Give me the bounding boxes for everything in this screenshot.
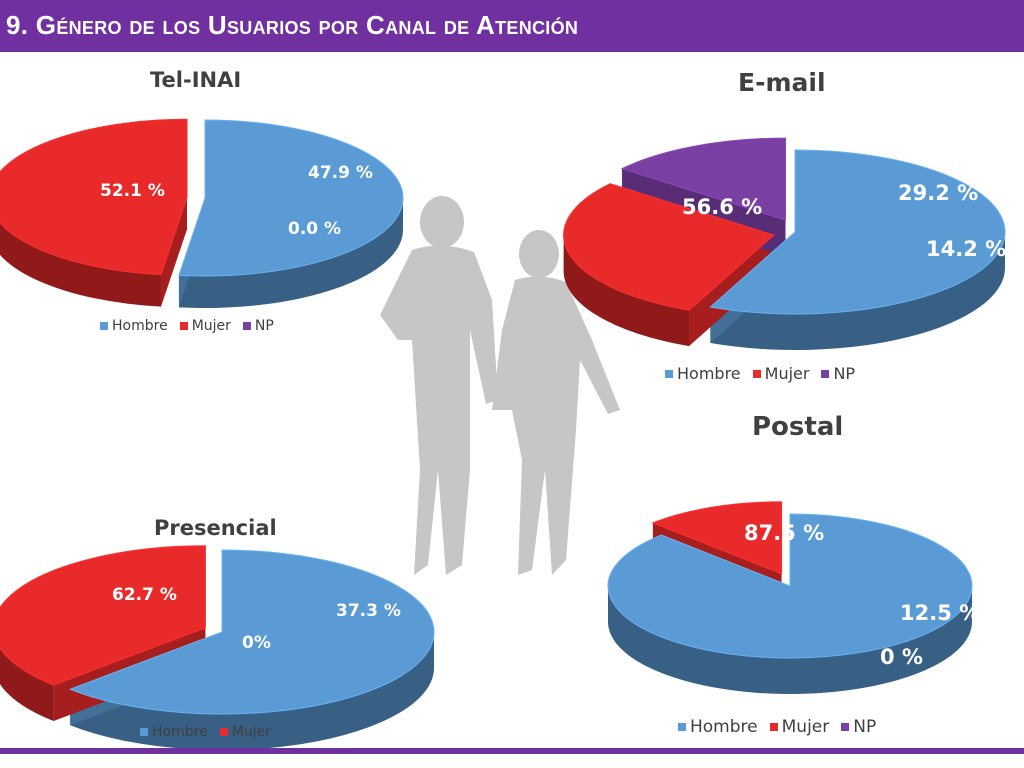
legend-label: Mujer	[231, 724, 271, 740]
pie-wall-hombre	[710, 232, 1005, 350]
legend-swatch	[752, 369, 761, 378]
pie-slice-hombre	[709, 149, 1006, 315]
legend-item-hombre: Hombre	[678, 717, 758, 737]
legend-swatch	[841, 723, 850, 731]
legend-presencial: Hombre Mujer	[140, 724, 271, 740]
data-label-np: 0.0 %	[288, 219, 341, 239]
legend-item-np: NP	[821, 364, 855, 383]
data-label-hombre: 52.1 %	[100, 181, 165, 201]
legend-swatch	[100, 322, 108, 330]
pie-wall-hombre	[70, 632, 434, 750]
pie-slice-hombre	[68, 549, 435, 715]
legend-swatch	[769, 723, 778, 731]
chart-title-tel-inai: Tel-INAI	[150, 68, 242, 92]
legend-label: Mujer	[764, 364, 810, 383]
data-label-mujer: 47.9 %	[308, 163, 373, 183]
chart-title-email: E-mail	[738, 68, 826, 97]
legend-label: NP	[254, 318, 274, 334]
pie-slice-mujer	[0, 545, 206, 686]
legend-label: Mujer	[781, 717, 830, 737]
pie-chart-3: 87.5 % 12.5 % 0 %	[607, 501, 980, 694]
legend-item-hombre: Hombre	[140, 724, 208, 740]
legend-swatch	[219, 728, 228, 736]
couple-silhouette-icon	[380, 196, 620, 576]
data-label-np: 14.2 %	[926, 237, 1006, 261]
legend-swatch	[242, 322, 251, 330]
legend-label: NP	[853, 717, 877, 737]
pie-cut-mujer	[160, 197, 188, 307]
pie-chart-0: 52.1 % 47.9 % 0.0 %	[0, 118, 404, 308]
legend-item-mujer: Mujer	[769, 717, 830, 737]
data-label-hombre: 87.5 %	[744, 521, 824, 545]
chart-title-presencial: Presencial	[154, 516, 277, 540]
header-bar: 9. Género de los Usuarios por Canal de A…	[0, 0, 1024, 52]
data-label-mujer: 29.2 %	[898, 181, 978, 205]
pie-slice-mujer	[651, 501, 783, 575]
legend-label: Hombre	[112, 318, 168, 334]
legend-item-hombre: Hombre	[100, 318, 168, 334]
page-title: 9. Género de los Usuarios por Canal de A…	[6, 10, 579, 40]
pie-chart-2: 62.7 % 37.3 % 0%	[0, 545, 435, 750]
legend-swatch	[821, 369, 830, 378]
legend-label: Hombre	[152, 724, 208, 740]
pie-slice-np	[620, 137, 787, 221]
legend-swatch	[678, 723, 686, 731]
data-label-hombre: 62.7 %	[112, 585, 177, 605]
legend-label: NP	[833, 364, 856, 383]
data-label-np: 0%	[242, 633, 271, 653]
legend-item-hombre: Hombre	[665, 364, 741, 383]
footer-bar	[0, 748, 1024, 754]
legend-label: Hombre	[677, 364, 741, 383]
legend-swatch	[665, 369, 673, 378]
pie-chart-1: 56.6 % 29.2 % 14.2 %	[563, 137, 1006, 350]
legend-item-np: NP	[841, 717, 876, 737]
pie-slice-mujer	[0, 118, 188, 276]
data-label-hombre: 56.6 %	[682, 195, 762, 219]
data-label-mujer: 12.5 %	[900, 601, 980, 625]
pie-slice-mujer	[563, 183, 775, 311]
legend-postal: Hombre Mujer NP	[678, 717, 876, 737]
pie-wall-hombre	[178, 198, 403, 308]
legend-item-np: NP	[242, 318, 274, 334]
legend-item-mujer: Mujer	[752, 364, 810, 383]
data-label-mujer: 37.3 %	[336, 601, 401, 621]
legend-label: Hombre	[690, 717, 758, 737]
legend-label: Mujer	[191, 318, 231, 334]
data-label-np: 0 %	[880, 645, 923, 669]
pie-wall-mujer	[563, 235, 690, 347]
legend-swatch	[140, 728, 148, 736]
pie-slice-hombre	[178, 119, 404, 277]
legend-swatch	[179, 322, 188, 330]
pie-wall-mujer	[0, 222, 161, 307]
pie-wall-hombre	[608, 586, 972, 694]
chart-title-postal: Postal	[752, 412, 844, 442]
pie-wall-mujer	[0, 647, 54, 722]
legend-item-mujer: Mujer	[219, 724, 271, 740]
legend-tel-inai: Hombre Mujer NP	[100, 318, 274, 334]
legend-item-mujer: Mujer	[179, 318, 231, 334]
legend-email: Hombre Mujer NP	[665, 364, 855, 383]
pie-slice-hombre	[607, 513, 973, 659]
